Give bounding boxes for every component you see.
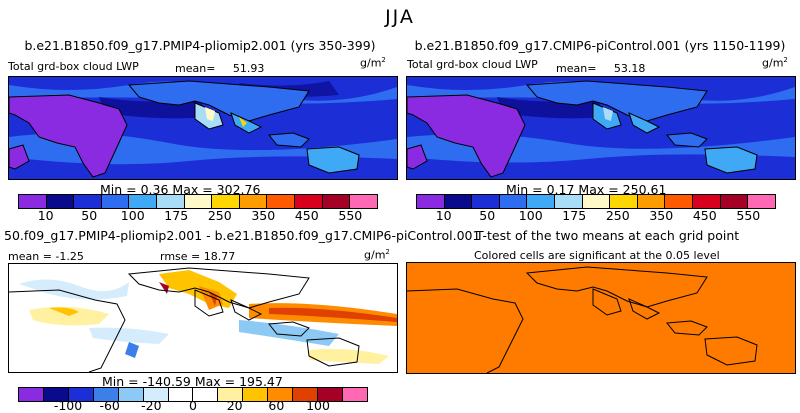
colorbar-swatch: [19, 195, 47, 208]
mean-label-top-left: mean= 51.93: [175, 62, 265, 75]
units-top-left: g/m2: [360, 56, 386, 70]
colorbar-tick-label: 350: [251, 208, 276, 223]
colorbar-tick-label: 20: [226, 398, 243, 413]
colorbar-tick-label: 550: [736, 208, 761, 223]
colorbar-swatch: [129, 195, 158, 208]
colorbar-ticks-bottom-left: -100 -60 -20 0 20 60 100: [18, 398, 368, 413]
colorbar-swatch: [101, 195, 130, 208]
colorbar-tick-label: 10: [435, 208, 452, 223]
colorbar-swatch: [748, 195, 775, 208]
colorbar-swatch: [582, 195, 611, 208]
colorbar-swatch: [157, 195, 185, 208]
map-top-left: [8, 76, 398, 180]
colorbar-bottom-left: [18, 387, 368, 402]
colorbar-tick-label: 450: [692, 208, 717, 223]
panel-title-top-left: b.e21.B1850.f09_g17.PMIP4-pliomip2.001 (…: [24, 38, 376, 53]
colorbar-tick-label: 60: [268, 398, 285, 413]
map-top-right: [406, 76, 796, 180]
colorbar-tick-label: 350: [649, 208, 674, 223]
colorbar-swatch: [239, 195, 268, 208]
colorbar-tick-label: 0: [189, 398, 197, 413]
colorbar-swatch: [444, 195, 473, 208]
panel-title-bottom-right: T-test of the two means at each grid poi…: [476, 228, 740, 243]
colorbar-tick-label: 250: [207, 208, 232, 223]
colorbar-swatch: [555, 195, 583, 208]
colorbar-swatch: [293, 388, 319, 401]
colorbar-swatch: [472, 195, 500, 208]
colorbar-tick-label: 50: [81, 208, 98, 223]
colorbar-tick-label: 100: [120, 208, 145, 223]
colorbar-swatch: [118, 388, 144, 401]
map-bottom-left: [8, 263, 398, 373]
units-bottom-left: g/m2: [364, 248, 390, 262]
colorbar-swatch: [342, 388, 367, 401]
colorbar-swatch: [268, 388, 294, 401]
colorbar-swatch: [318, 388, 343, 401]
colorbar-swatch: [212, 195, 240, 208]
colorbar-swatch: [267, 195, 296, 208]
colorbar-swatch: [665, 195, 694, 208]
colorbar-swatch: [218, 388, 244, 401]
colorbar-tick-label: 175: [562, 208, 587, 223]
colorbar-tick-label: -60: [99, 398, 120, 413]
colorbar-top-left: [18, 194, 378, 209]
units-top-right: g/m2: [762, 56, 788, 70]
minmax-top-right: Min = 0.17 Max = 250.61: [506, 182, 667, 197]
minmax-bottom-left: Min = -140.59 Max = 195.47: [102, 374, 283, 389]
colorbar-tick-label: 100: [518, 208, 543, 223]
colorbar-tick-label: 450: [294, 208, 319, 223]
colorbar-swatch: [693, 195, 721, 208]
colorbar-ticks-top-left: 10 50 100 175 250 350 450 550: [18, 208, 378, 224]
season-title: JJA: [385, 6, 415, 28]
colorbar-swatch: [184, 195, 213, 208]
variable-label-top-right: Total grd-box cloud LWP: [407, 58, 538, 71]
colorbar-swatches: [416, 194, 776, 209]
colorbar-tick-label: 100: [306, 398, 330, 413]
colorbar-tick-label: -20: [141, 398, 162, 413]
colorbar-swatch: [143, 388, 169, 401]
colorbar-tick-label: -100: [53, 398, 83, 413]
colorbar-swatch: [417, 195, 445, 208]
rmse-label-bottom-left: rmse = 18.77: [160, 250, 236, 263]
colorbar-swatch: [43, 388, 69, 401]
colorbar-swatch: [193, 388, 219, 401]
colorbar-swatch: [93, 388, 119, 401]
colorbar-swatch: [243, 388, 269, 401]
colorbar-tick-label: 10: [37, 208, 54, 223]
minmax-top-left: Min = 0.36 Max = 302.76: [100, 182, 261, 197]
colorbar-swatch: [68, 388, 94, 401]
panel-title-top-right: b.e21.B1850.f09_g17.CMIP6-piControl.001 …: [414, 38, 786, 53]
colorbar-swatches: [18, 194, 378, 209]
colorbar-tick-label: 250: [605, 208, 630, 223]
colorbar-swatch: [295, 195, 323, 208]
colorbar-swatch: [637, 195, 666, 208]
mean-label-bottom-left: mean = -1.25: [8, 250, 84, 263]
colorbar-swatch: [46, 195, 75, 208]
mean-label-top-right: mean= 53.18: [556, 62, 646, 75]
colorbar-swatch: [499, 195, 528, 208]
panel-subtitle-bottom-right: Colored cells are significant at the 0.0…: [474, 249, 720, 262]
map-bottom-right: [406, 262, 796, 374]
variable-label-top-left: Total grd-box cloud LWP: [8, 60, 139, 73]
colorbar-swatch: [350, 195, 377, 208]
panel-title-bottom-left: 50.f09_g17.PMIP4-pliomip2.001 - b.e21.B1…: [4, 228, 481, 243]
colorbar-swatch: [19, 388, 44, 401]
colorbar-swatch: [74, 195, 102, 208]
colorbar-swatch: [610, 195, 638, 208]
colorbar-swatches: [18, 387, 368, 402]
colorbar-tick-label: 50: [479, 208, 496, 223]
colorbar-swatch: [527, 195, 556, 208]
colorbar-tick-label: 175: [164, 208, 189, 223]
colorbar-ticks-top-right: 10 50 100 175 250 350 450 550: [416, 208, 776, 224]
colorbar-swatch: [720, 195, 749, 208]
colorbar-tick-label: 550: [338, 208, 363, 223]
colorbar-top-right: [416, 194, 776, 209]
colorbar-swatch: [168, 388, 194, 401]
colorbar-swatch: [322, 195, 351, 208]
